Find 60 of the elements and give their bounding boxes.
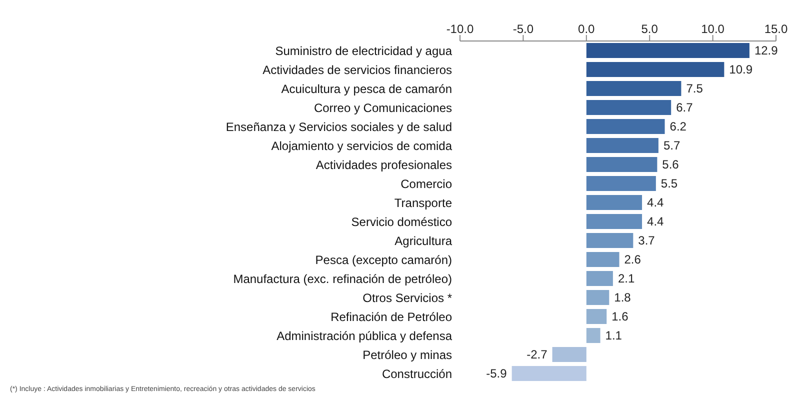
y-tick-label: Alojamiento y servicios de comida: [271, 138, 452, 153]
x-tick-label: 10.0: [701, 22, 725, 36]
bar: [586, 271, 613, 286]
bar: [586, 119, 665, 134]
data-label: -2.7: [526, 348, 548, 362]
x-tick-label: 5.0: [641, 22, 658, 36]
data-label: 2.6: [624, 252, 642, 266]
bar: [586, 290, 610, 305]
x-tick-label: -5.0: [512, 22, 534, 36]
x-tick-label: -10.0: [446, 22, 474, 36]
y-tick-label: Pesca (excepto camarón): [315, 252, 452, 267]
y-tick-label: Correo y Comunicaciones: [314, 100, 452, 115]
x-tick-label: 0.0: [578, 22, 596, 36]
y-tick-label: Transporte: [394, 196, 452, 210]
data-label: 7.5: [686, 82, 704, 96]
y-tick-label: Acuicultura y pesca de camarón: [281, 82, 452, 96]
data-label: 4.4: [647, 214, 664, 228]
data-label: -5.9: [486, 366, 508, 380]
bar: [586, 43, 750, 58]
y-tick-label: Actividades de servicios financieros: [262, 62, 452, 77]
bar: [512, 366, 586, 381]
bar: [586, 81, 682, 96]
data-label: 6.2: [670, 120, 687, 134]
y-tick-label: Actividades profesionales: [316, 158, 452, 172]
bar: [586, 195, 642, 210]
data-label: 3.7: [638, 234, 656, 248]
data-label: 5.5: [660, 176, 678, 190]
data-label: 2.1: [618, 272, 635, 286]
bar: [552, 347, 586, 362]
bar: [586, 233, 634, 248]
y-tick-label: Otros Servicios *: [362, 290, 452, 305]
y-tick-label: Construcción: [382, 366, 452, 381]
data-label: 6.7: [676, 100, 694, 114]
bar: [586, 62, 724, 77]
data-label: 5.7: [663, 138, 680, 152]
y-tick-label: Comercio: [400, 176, 452, 191]
data-label: 5.6: [662, 158, 680, 172]
bar: [586, 309, 607, 324]
y-tick-label: Agricultura: [394, 234, 452, 248]
data-label: 10.9: [729, 62, 753, 76]
data-label: 1.1: [605, 328, 622, 342]
bar: [586, 214, 642, 229]
bar: [586, 100, 672, 115]
y-tick-label: Enseñanza y Servicios sociales y de salud: [226, 120, 452, 134]
data-label: 12.9: [754, 44, 778, 58]
bar: [586, 176, 656, 191]
y-tick-label: Suministro de electricidad y agua: [275, 44, 452, 58]
data-label: 1.8: [614, 290, 632, 304]
y-tick-label: Servicio doméstico: [351, 214, 452, 229]
y-tick-label: Manufactura (exc. refinación de petróleo): [233, 272, 452, 286]
data-label: 4.4: [647, 196, 664, 210]
x-tick-label: 15.0: [764, 22, 788, 36]
y-tick-label: Petróleo y minas: [362, 348, 452, 362]
bar: [586, 328, 600, 343]
y-tick-label: Administración pública y defensa: [276, 328, 452, 343]
y-tick-label: Refinación de Petróleo: [330, 310, 452, 324]
bar: [586, 157, 658, 172]
data-label: 1.6: [612, 310, 629, 324]
bar: [586, 252, 620, 267]
bar: [586, 138, 658, 153]
